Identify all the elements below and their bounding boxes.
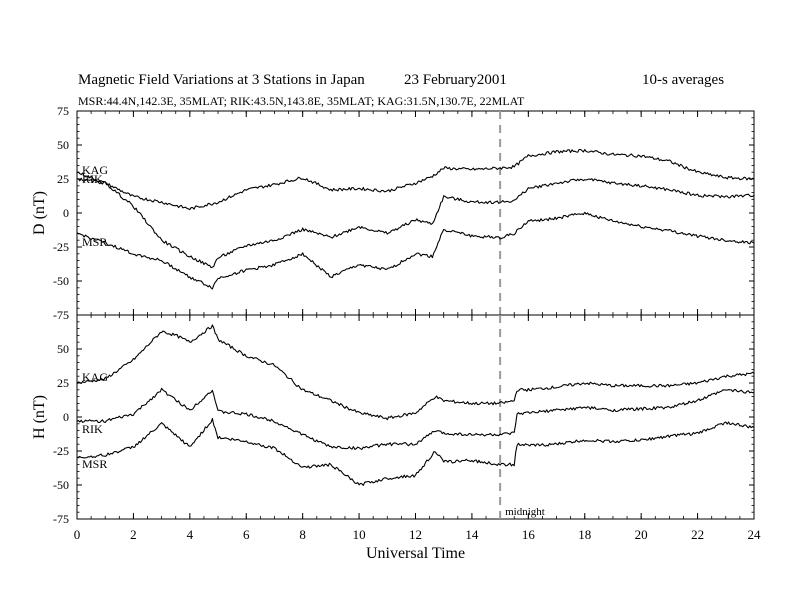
panel-h-station-label-rik: RIK — [82, 422, 103, 436]
x-tick-label: 16 — [522, 527, 536, 542]
x-tick-label: 10 — [353, 527, 366, 542]
panel-d-ytick-label: 50 — [57, 138, 69, 152]
x-tick-label: 8 — [299, 527, 306, 542]
x-tick-label: 22 — [691, 527, 704, 542]
panel-h-ytick-label: -75 — [53, 512, 69, 526]
panel-d-station-label-rik: RIK — [82, 172, 103, 186]
series-layer — [76, 148, 755, 486]
panel-h-frame — [76, 314, 755, 520]
x-tick-label: 18 — [578, 527, 591, 542]
x-tick-label: 2 — [130, 527, 137, 542]
chart-title: Magnetic Field Variations at 3 Stations … — [78, 72, 365, 88]
panel-h-series-kag — [76, 324, 755, 421]
x-tick-label: 24 — [748, 527, 762, 542]
panel-d-ytick-label: 25 — [57, 172, 69, 186]
panel-d-ytick-label: 0 — [63, 206, 69, 220]
x-tick-label: 4 — [187, 527, 194, 542]
panel-h-ylabel: H (nT) — [31, 395, 48, 439]
panel-h-ytick-label: 0 — [63, 410, 69, 424]
chart-date: 23 February2001 — [404, 72, 507, 88]
panel-d-ytick-label: -75 — [53, 308, 69, 322]
panel-h-ytick-label: -25 — [53, 444, 69, 458]
panel-d-series-kag — [76, 148, 755, 211]
panel-d-station-label-msr: MSR — [82, 235, 107, 249]
chart-averaging: 10-s averages — [642, 72, 725, 88]
panel-d-station-label-kag: KAG — [82, 163, 108, 177]
midnight-label: midnight — [505, 506, 545, 518]
panel-h-ytick-label: -50 — [53, 478, 69, 492]
panel-h-series-rik — [76, 387, 755, 450]
panel-d-ytick-label: -25 — [53, 240, 69, 254]
x-tick-label: 6 — [243, 527, 250, 542]
panel-h-ytick-label: 25 — [57, 376, 69, 390]
panel-d-ytick-label: -50 — [53, 274, 69, 288]
panel-h-station-label-kag: KAG — [82, 370, 108, 384]
panel-d-series-rik — [77, 177, 755, 269]
x-tick-label: 0 — [74, 527, 81, 542]
panel-h-station-label-msr: MSR — [82, 457, 107, 471]
x-axis-label: Universal Time — [366, 545, 465, 562]
x-tick-label: 20 — [635, 527, 648, 542]
x-tick-label: 14 — [465, 527, 479, 542]
panel-d-series-msr — [76, 211, 755, 290]
panel-d-ytick-label: 75 — [57, 104, 69, 118]
panel-h-series-msr — [77, 417, 755, 486]
panel-d-frame — [76, 110, 755, 316]
panel-h-ytick-label: 50 — [57, 342, 69, 356]
panel-d-ylabel: D (nT) — [31, 191, 48, 235]
x-tick-label: 12 — [409, 527, 422, 542]
stations-line: MSR:44.4N,142.3E, 35MLAT; RIK:43.5N,143.… — [78, 94, 525, 108]
